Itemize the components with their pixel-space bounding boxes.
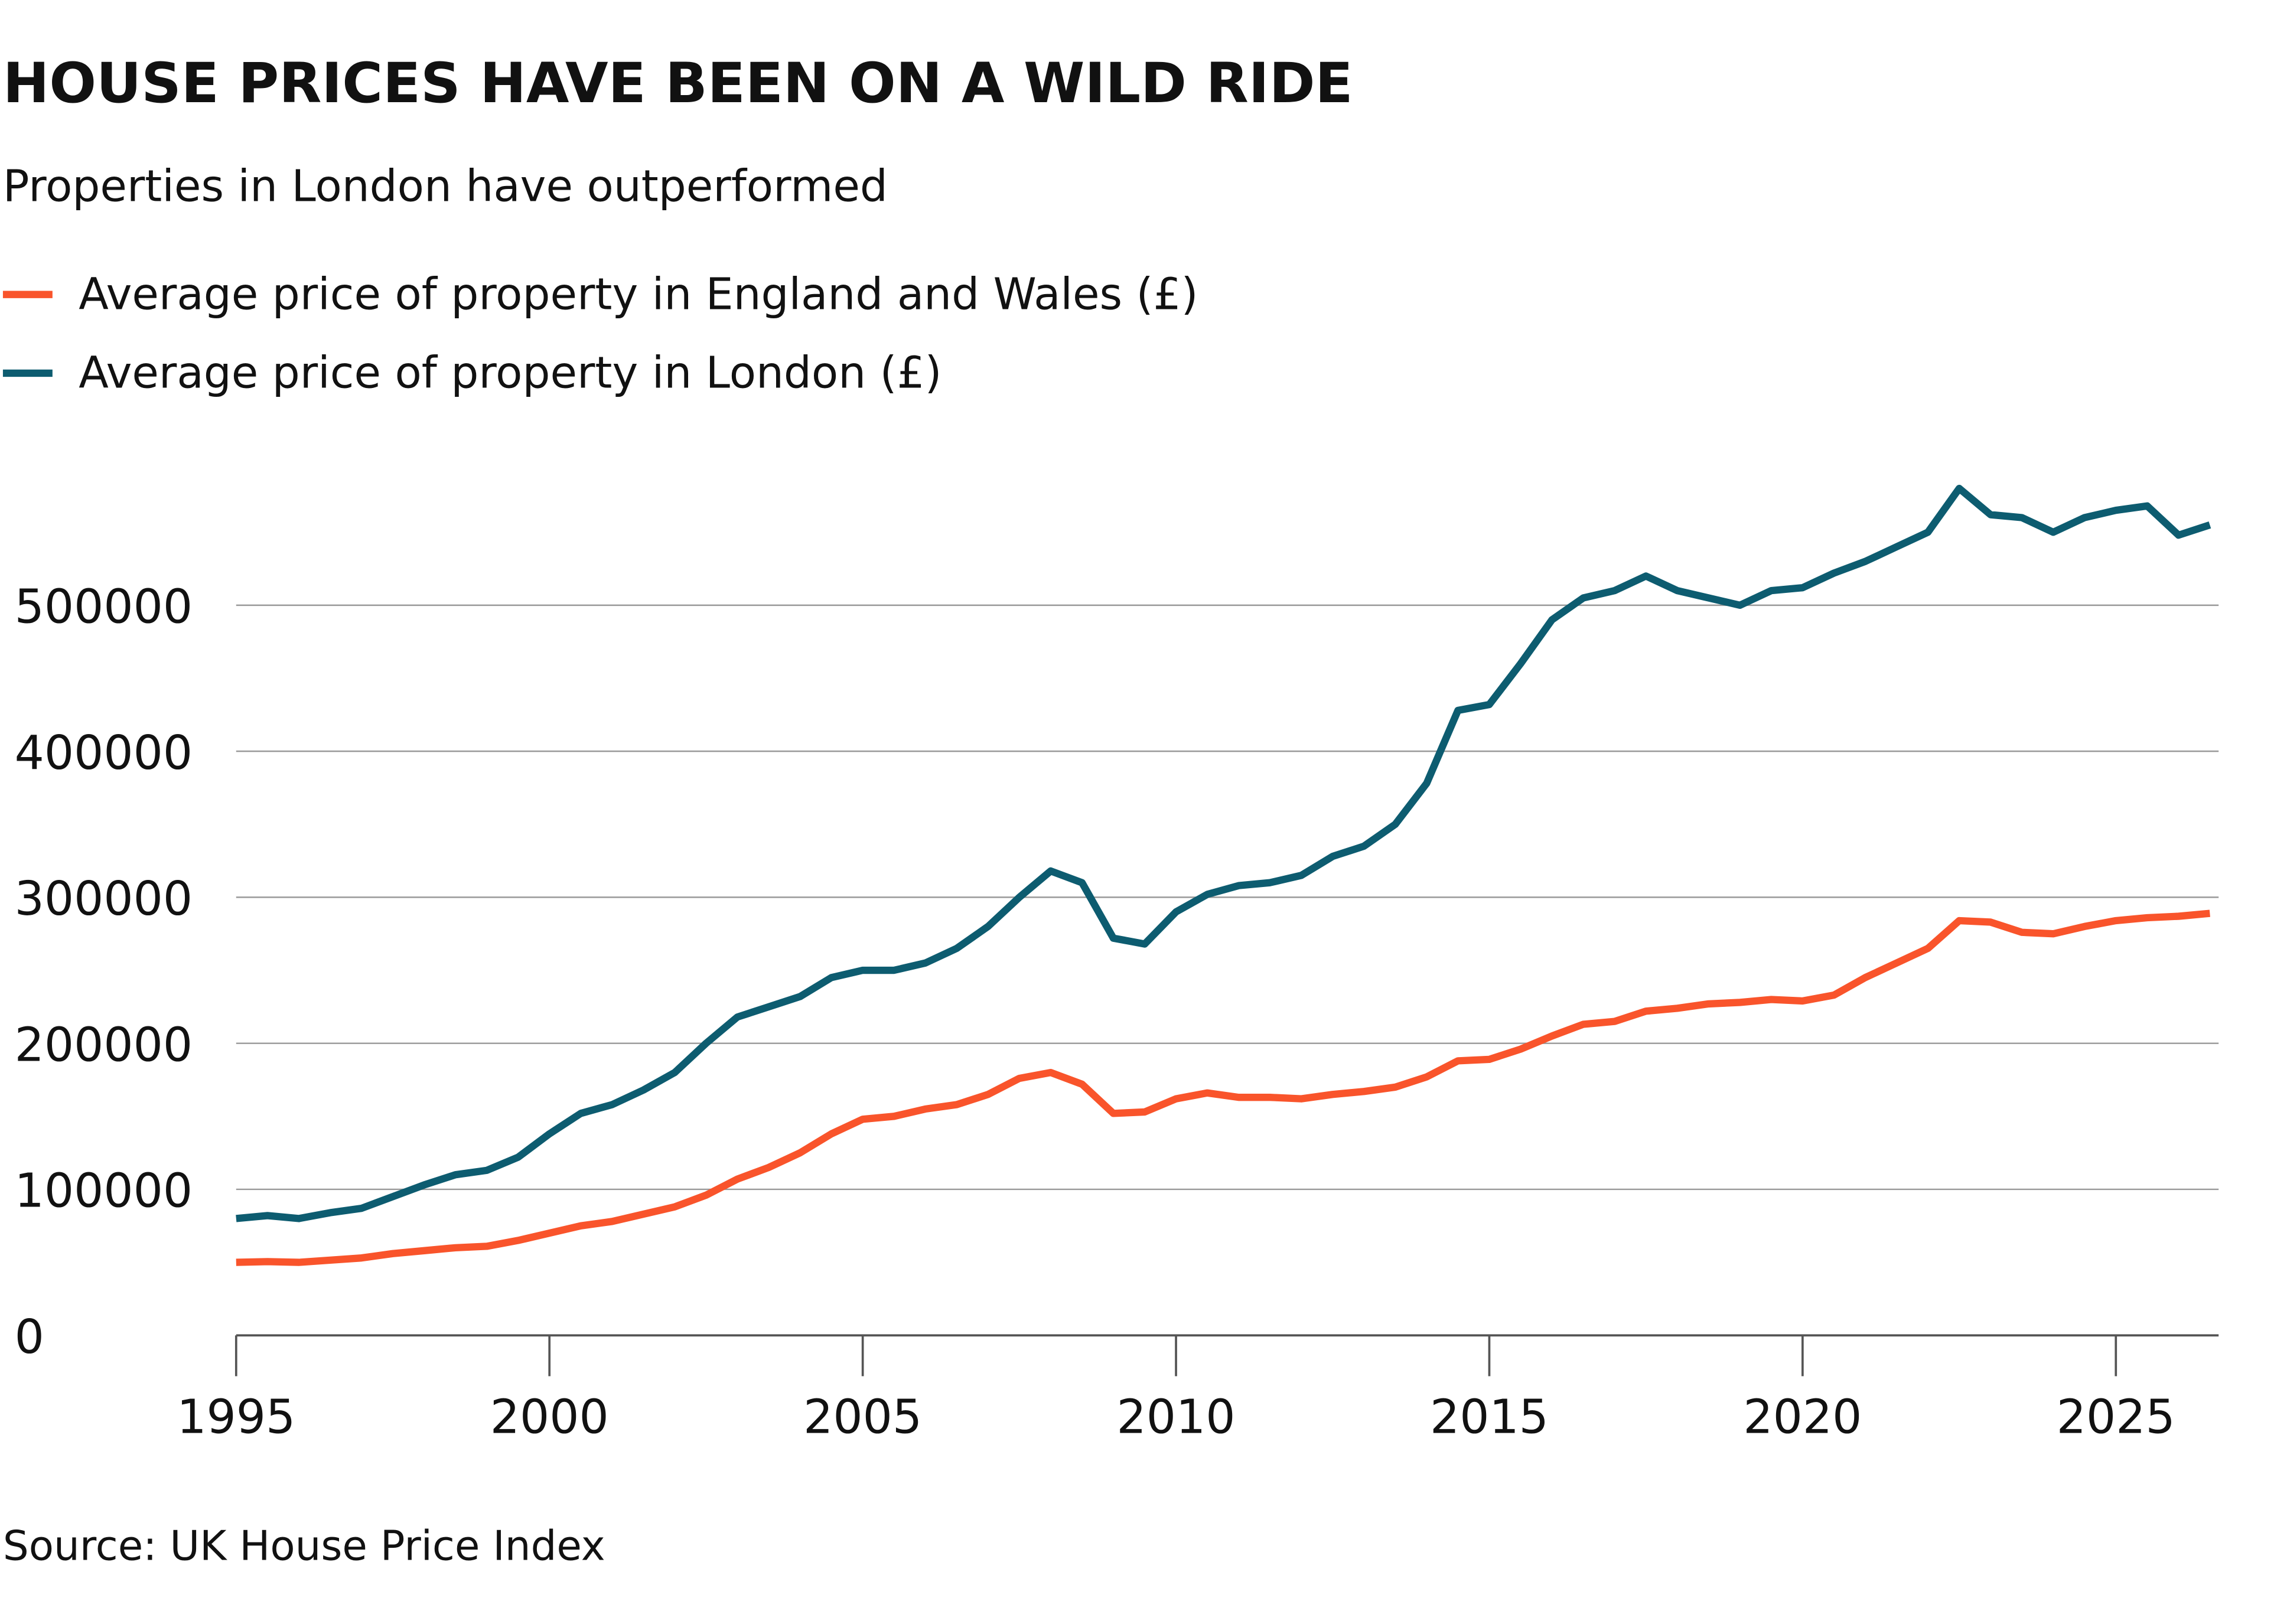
series-line [236, 484, 2211, 1222]
legend-label: Average price of property in England and… [79, 269, 1198, 319]
x-tick-label: 2020 [1743, 1390, 1862, 1444]
y-tick-label: 500000 [15, 579, 193, 634]
x-tick-label: 1995 [177, 1390, 295, 1444]
legend-label: Average price of property in London (£) [79, 348, 941, 399]
x-tick-label: 2005 [803, 1390, 922, 1444]
y-tick-label: 400000 [15, 726, 193, 780]
y-tick-label: 100000 [15, 1164, 193, 1218]
x-tick-label: 2025 [2057, 1390, 2175, 1444]
y-tick-label: 300000 [15, 872, 193, 926]
y-tick-label: 0 [15, 1310, 44, 1364]
series-line [236, 909, 2210, 1266]
x-tick-label: 2000 [490, 1390, 609, 1444]
x-tick-label: 2015 [1430, 1390, 1549, 1444]
chart-title: HOUSE PRICES HAVE BEEN ON A WILD RIDE [3, 51, 1353, 116]
source: Source: UK House Price Index [3, 1522, 605, 1570]
y-tick-label: 200000 [15, 1018, 193, 1072]
x-tick-label: 2010 [1117, 1390, 1236, 1444]
chart-subtitle: Properties in London have outperformed [3, 161, 888, 212]
